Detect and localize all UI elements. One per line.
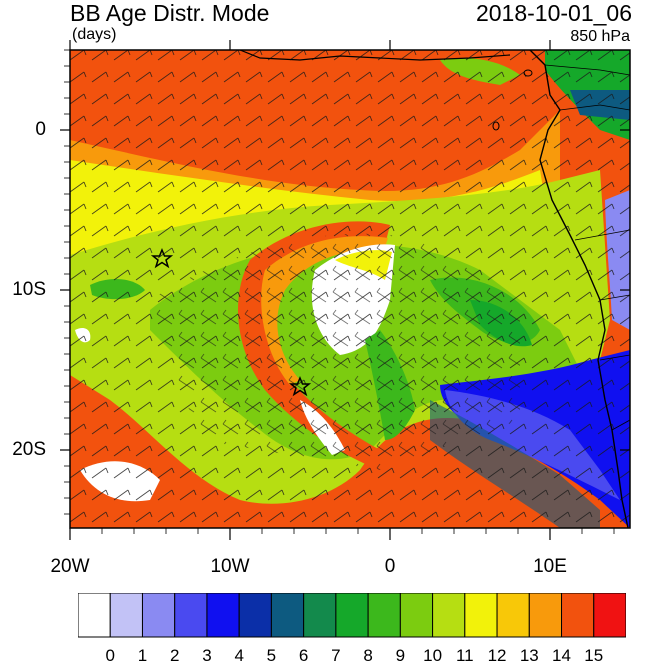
lat-label-0: 0: [35, 119, 46, 140]
lon-label-10w: 10W: [210, 556, 250, 577]
age-field: [70, 50, 630, 528]
colorbar-box-14: [528, 593, 563, 638]
axis-ticks: [60, 40, 630, 540]
lat-label-10s: 10S: [12, 279, 46, 300]
units-label: (days): [72, 26, 117, 43]
colorbar-box-3: [174, 593, 208, 638]
colorbar-box-6: [270, 593, 305, 638]
lon-label-0: 0: [384, 556, 396, 577]
colorbar-label-3: 3: [202, 646, 212, 665]
colorbar-label-12: 12: [487, 646, 507, 665]
colorbar-box-4: [206, 593, 240, 638]
colorbar-label-2: 2: [169, 646, 180, 665]
colorbar-box-2: [141, 593, 176, 638]
colorbar-box-1: [109, 593, 143, 638]
colorbar-label-11: 11: [455, 646, 474, 665]
map-title: BB Age Distr. Mode: [70, 0, 270, 26]
colorbar-box-5: [238, 593, 272, 638]
lon-label-10e: 10E: [533, 556, 567, 577]
lat-label-20s: 20S: [12, 439, 46, 460]
colorbar-label-6: 6: [298, 646, 309, 665]
star-marker-2: [288, 376, 312, 397]
colorbar: [78, 593, 626, 638]
pressure-level-label: 850 hPa: [570, 28, 630, 45]
colorbar-box-13: [496, 593, 530, 638]
coastline: [239, 50, 630, 528]
colorbar-label-5: 5: [266, 646, 277, 665]
datetime-label: 2018-10-01_06: [475, 0, 632, 26]
colorbar-box-12: [464, 593, 498, 638]
colorbar-label-10: 10: [423, 646, 443, 665]
lon-label-20w: 20W: [50, 556, 90, 577]
colorbar-label-1: 1: [137, 646, 148, 665]
colorbar-label-15: 15: [584, 646, 604, 665]
colorbar-label-7: 7: [331, 646, 341, 665]
map-frame: [69, 49, 631, 529]
colorbar-box-15: [561, 593, 595, 638]
colorbar-label-0: 0: [105, 646, 115, 665]
colorbar-label-8: 8: [363, 646, 373, 665]
colorbar-label-14: 14: [552, 646, 571, 665]
colorbar-box-7: [303, 593, 337, 638]
map-panel: [60, 40, 631, 540]
colorbar-box-9: [367, 593, 401, 638]
colorbar-box-11: [432, 593, 466, 638]
colorbar-label-9: 9: [395, 646, 406, 665]
colorbar-box-0: [78, 593, 111, 638]
star-marker-1: [150, 248, 174, 269]
colorbar-box-8: [335, 593, 369, 638]
colorbar-label-4: 4: [234, 646, 244, 665]
colorbar-label-13: 13: [519, 646, 539, 665]
colorbar-box-10: [399, 593, 434, 638]
colorbar-box-16: [593, 593, 626, 638]
